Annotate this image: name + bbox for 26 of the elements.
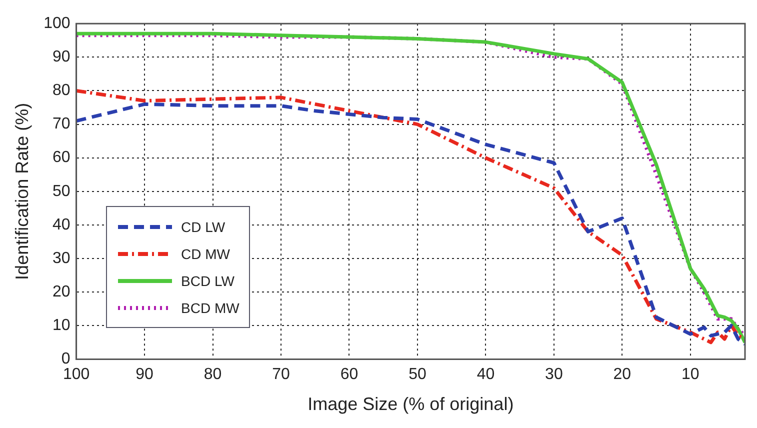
legend-label: BCD LW — [181, 272, 234, 288]
x-tick-label: 20 — [613, 366, 632, 384]
y-axis-title: Identification Rate (%) — [12, 102, 32, 280]
x-tick-label: 30 — [545, 366, 563, 384]
x-tick-label: 80 — [204, 366, 222, 384]
x-tick-label: 90 — [136, 366, 154, 384]
y-tick-label: 30 — [52, 250, 70, 267]
y-tick-label: 50 — [52, 182, 70, 200]
y-tick-label: 0 — [61, 350, 70, 368]
legend-label: BCD MW — [181, 300, 240, 316]
y-tick-label: 10 — [52, 317, 70, 334]
x-axis-title: Image Size (% of original) — [308, 394, 514, 414]
y-tick-label: 90 — [52, 48, 70, 66]
x-tick-label: 60 — [340, 366, 358, 384]
y-tick-label: 20 — [52, 283, 70, 300]
x-tick-label: 40 — [476, 366, 495, 384]
y-tick-label: 70 — [52, 116, 70, 133]
x-tick-label: 10 — [682, 366, 700, 384]
y-tick-label: 60 — [52, 149, 70, 166]
y-tick-label: 100 — [44, 15, 70, 32]
legend-label: CD MW — [181, 246, 230, 262]
y-tick-label: 40 — [52, 216, 70, 234]
legend-label: CD LW — [181, 218, 226, 234]
x-tick-label: 50 — [408, 366, 426, 384]
x-tick-label: 70 — [272, 366, 290, 384]
y-tick-label: 80 — [52, 82, 70, 100]
